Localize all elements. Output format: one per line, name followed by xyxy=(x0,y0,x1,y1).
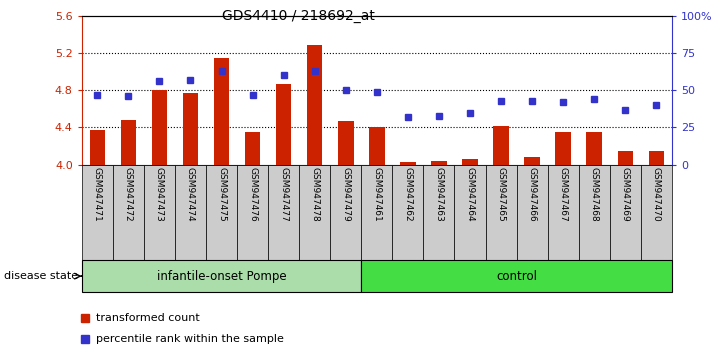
Text: transformed count: transformed count xyxy=(96,313,200,323)
Bar xyxy=(431,161,447,165)
Bar xyxy=(175,165,206,260)
Bar xyxy=(587,132,602,165)
Bar xyxy=(90,130,105,165)
Bar xyxy=(121,120,136,165)
Text: GSM947479: GSM947479 xyxy=(341,167,351,222)
Bar xyxy=(618,151,633,165)
Text: disease state: disease state xyxy=(4,271,78,281)
Text: GSM947461: GSM947461 xyxy=(373,167,381,222)
Bar xyxy=(361,260,672,292)
Bar xyxy=(610,165,641,260)
Bar xyxy=(579,165,610,260)
Bar xyxy=(555,132,571,165)
Bar xyxy=(547,165,579,260)
Bar xyxy=(183,93,198,165)
Text: GSM947466: GSM947466 xyxy=(528,167,537,222)
Bar xyxy=(151,90,167,165)
Bar xyxy=(144,165,175,260)
Text: GSM947464: GSM947464 xyxy=(466,167,474,222)
Bar xyxy=(276,84,292,165)
Bar xyxy=(245,132,260,165)
Bar xyxy=(392,165,424,260)
Bar xyxy=(330,165,361,260)
Bar xyxy=(424,165,454,260)
Text: GSM947476: GSM947476 xyxy=(248,167,257,222)
Text: GSM947471: GSM947471 xyxy=(93,167,102,222)
Text: GSM947477: GSM947477 xyxy=(279,167,288,222)
Text: GSM947469: GSM947469 xyxy=(621,167,630,222)
Bar xyxy=(82,260,361,292)
Bar xyxy=(641,165,672,260)
Bar xyxy=(237,165,268,260)
Bar xyxy=(462,159,478,165)
Bar xyxy=(493,126,509,165)
Bar xyxy=(268,165,299,260)
Bar xyxy=(307,45,323,165)
Text: GDS4410 / 218692_at: GDS4410 / 218692_at xyxy=(222,9,375,23)
Text: GSM947470: GSM947470 xyxy=(652,167,661,222)
Bar xyxy=(517,165,547,260)
Bar xyxy=(400,162,416,165)
Bar xyxy=(113,165,144,260)
Text: percentile rank within the sample: percentile rank within the sample xyxy=(96,334,284,344)
Bar xyxy=(299,165,330,260)
Text: GSM947474: GSM947474 xyxy=(186,167,195,222)
Text: GSM947473: GSM947473 xyxy=(155,167,164,222)
Text: GSM947472: GSM947472 xyxy=(124,167,133,222)
Text: GSM947468: GSM947468 xyxy=(589,167,599,222)
Bar xyxy=(524,157,540,165)
Text: GSM947465: GSM947465 xyxy=(496,167,506,222)
Text: GSM947463: GSM947463 xyxy=(434,167,444,222)
Text: infantile-onset Pompe: infantile-onset Pompe xyxy=(156,270,287,282)
Bar xyxy=(369,126,385,165)
Bar xyxy=(338,121,353,165)
Text: GSM947478: GSM947478 xyxy=(310,167,319,222)
Bar xyxy=(206,165,237,260)
Text: control: control xyxy=(496,270,537,282)
Bar xyxy=(454,165,486,260)
Text: GSM947475: GSM947475 xyxy=(217,167,226,222)
Bar xyxy=(82,165,113,260)
Bar xyxy=(214,58,229,165)
Text: GSM947462: GSM947462 xyxy=(403,167,412,222)
Text: GSM947467: GSM947467 xyxy=(559,167,567,222)
Bar xyxy=(648,151,664,165)
Bar xyxy=(361,165,392,260)
Bar xyxy=(486,165,517,260)
